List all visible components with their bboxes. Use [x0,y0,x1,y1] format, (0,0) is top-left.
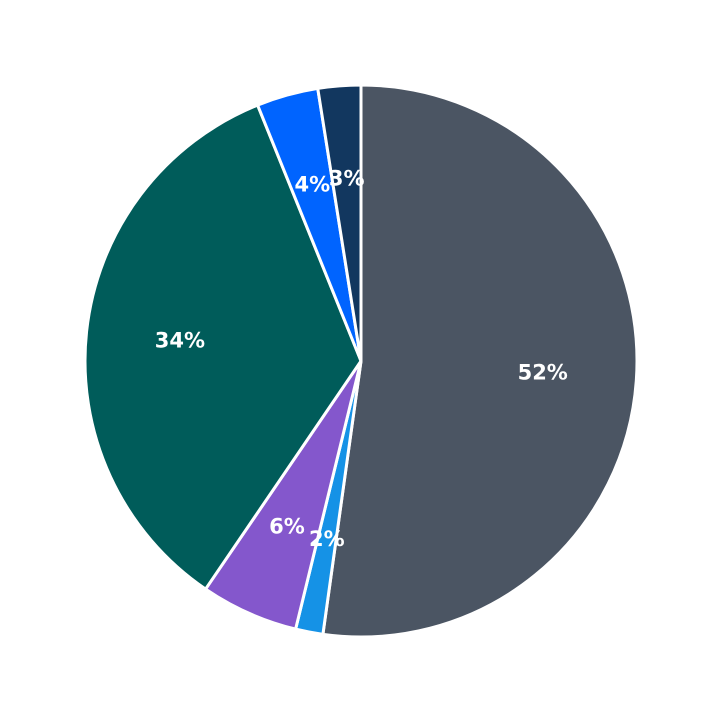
slice-percent-label: 4% [294,172,330,196]
pie-slices [83,83,639,639]
pie-slice [83,103,363,591]
slice-percent-label: 52% [518,361,568,385]
pie-slice [321,83,639,639]
slice-percent-label: 2% [309,527,345,551]
pie-labels: 52% 2%6% 34% 4%3% [155,166,568,551]
slice-percent-label: 3% [329,166,365,190]
pie-slice [316,83,363,363]
slice-percent-label: 34% [155,329,205,353]
slice-percent-label: 6% [269,514,305,538]
